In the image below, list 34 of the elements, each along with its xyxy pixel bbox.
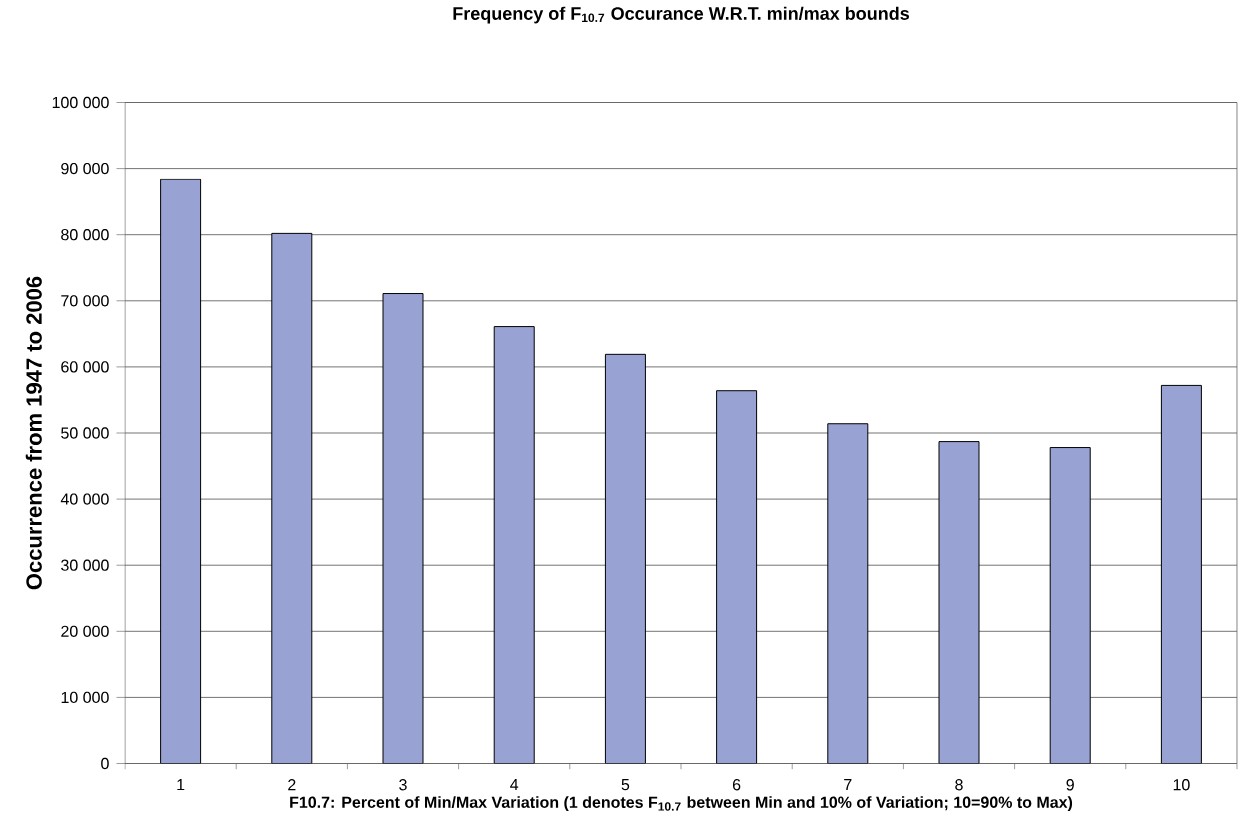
- x-tick-label: 10: [1173, 779, 1190, 791]
- x-tick-label: 8: [955, 779, 963, 791]
- bar: [160, 178, 202, 764]
- x-tick-label: 7: [844, 779, 852, 791]
- y-tick-label: 60 000: [61, 361, 109, 373]
- x-tick-label: 5: [621, 779, 630, 791]
- y-axis-title: Occurrence from 1947 to 2006: [25, 276, 42, 590]
- y-tick-label: 100 000: [52, 97, 109, 109]
- x-axis-title: F10.7: Percent of Min/Max Variation (1 denotes F$_{10.7}$ between Min and 10% of Variation; 10=90% to Max): [290, 796, 1073, 812]
- x-tick-label: 9: [1066, 779, 1074, 791]
- x-tick-label: 6: [732, 779, 741, 791]
- bar: [604, 354, 646, 764]
- y-tick-label: 0: [101, 758, 109, 770]
- y-tick-label: 70 000: [61, 295, 109, 307]
- y-tick-label: 30 000: [61, 559, 109, 572]
- y-tick-label: 40 000: [60, 493, 109, 506]
- y-tick-label: 80 000: [61, 229, 109, 241]
- bar: [271, 233, 313, 764]
- y-tick-label: 10 000: [61, 691, 109, 704]
- bar: [382, 293, 424, 764]
- bar: [716, 390, 758, 764]
- x-tick-label: 2: [288, 779, 296, 791]
- chart-title: Frequency of F$_{10.7}$ Occurance W.R.T. min/max bounds: [453, 6, 909, 24]
- bar: [827, 423, 869, 764]
- x-tick-label: 4: [510, 779, 519, 791]
- y-tick-label: 90 000: [61, 163, 109, 175]
- bar: [493, 326, 535, 764]
- x-tick-label: 3: [399, 779, 407, 791]
- y-tick-label: 20 000: [61, 625, 109, 638]
- y-tick-label: 50 000: [61, 427, 109, 439]
- bar: [938, 441, 980, 764]
- x-tick-label: 1: [177, 779, 185, 791]
- bar: [1049, 447, 1091, 764]
- bar: [1160, 385, 1202, 764]
